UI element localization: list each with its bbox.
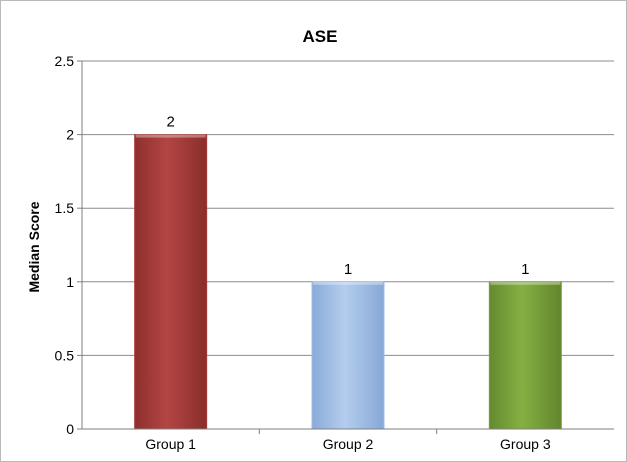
bar-2 [311, 281, 385, 430]
bar-highlight [313, 281, 383, 285]
data-labels: 2 1 1 [166, 114, 529, 278]
y-axis-label: Median Score [26, 201, 42, 292]
x-tick-labels: Group 1 Group 2 Group 3 [145, 429, 551, 452]
bars [134, 134, 562, 430]
x-tick-label: Group 3 [500, 436, 551, 452]
y-tick-label: 1 [66, 274, 74, 290]
y-tick-label: 1.5 [55, 200, 75, 216]
y-tick-labels: 0 0.5 1 1.5 2 2.5 [55, 53, 82, 437]
y-tick-label: 0 [66, 421, 74, 437]
y-tick-label: 0.5 [55, 347, 75, 363]
bar-3 [488, 281, 562, 430]
data-label: 1 [521, 261, 529, 278]
bar-highlight [135, 134, 206, 138]
data-label: 2 [166, 114, 174, 131]
data-label: 1 [344, 261, 352, 278]
bar-highlight [490, 281, 561, 285]
y-tick-label: 2 [66, 127, 74, 143]
y-tick-label: 2.5 [55, 53, 75, 69]
bar-1 [134, 134, 208, 430]
chart-title: ASE [303, 27, 338, 46]
x-tick-label: Group 1 [145, 436, 196, 452]
x-tick-label: Group 2 [323, 436, 374, 452]
